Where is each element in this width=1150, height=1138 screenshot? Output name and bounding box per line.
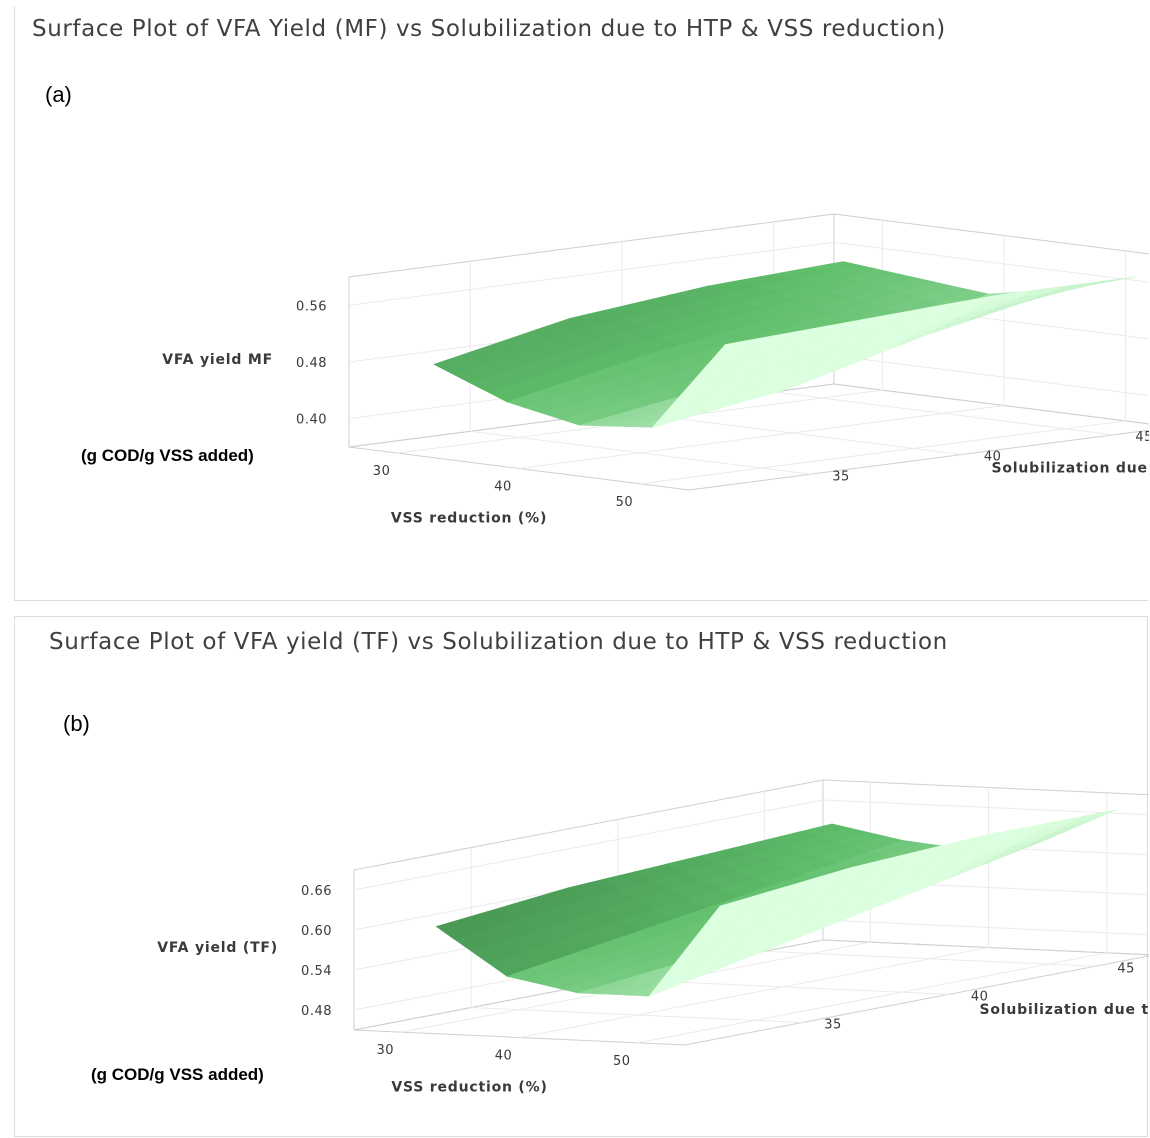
panel-label: (b) — [63, 711, 90, 736]
x-tick-label: 30 — [377, 1043, 395, 1058]
panel-label: (a) — [45, 82, 72, 107]
surface-plot-a: 30 40 50 35 40 45 0.40 0.48 0.56 VSS reduction (%… — [162, 213, 1150, 527]
z-tick-label: 0.66 — [301, 884, 332, 899]
chart-panel-a: Surface Plot of VFA Yield (MF) vs Solubi… — [14, 6, 1150, 601]
surface — [433, 261, 1135, 428]
grid-line — [518, 235, 1005, 469]
tick-labels: 30 40 50 35 40 45 0.48 0.54 0.60 0.66 — [301, 884, 1135, 1069]
z-axis-unit-note: (g COD/g VSS added) — [81, 446, 254, 465]
surface — [435, 809, 1116, 997]
grid-line — [637, 792, 1108, 1044]
x-tick-label: 50 — [616, 495, 634, 510]
x-tick-label: 40 — [494, 480, 512, 495]
grid-line — [470, 847, 803, 1023]
x-tick-label: 50 — [613, 1054, 631, 1069]
surface-patch — [701, 895, 754, 930]
z-tick-label: 0.60 — [301, 924, 332, 939]
grid-line — [469, 261, 811, 475]
y-tick-label: 40 — [984, 450, 1002, 465]
surface-patch — [706, 337, 761, 366]
y-tick-label: 45 — [1117, 961, 1135, 976]
grid-line — [348, 241, 1149, 306]
grid-line — [640, 250, 1126, 485]
surface-plot-b: 30 40 50 35 40 45 0.48 0.54 0.60 0.66 VSS reductio… — [157, 779, 1150, 1096]
chart-panel-b: Surface Plot of VFA yield (TF) vs Solubi… — [14, 616, 1150, 1137]
y-tick-label: 45 — [1135, 430, 1149, 445]
z-axis-label: VFA yield MF — [162, 352, 273, 368]
z-tick-label: 0.54 — [301, 964, 332, 979]
grid-line — [353, 799, 1149, 891]
y-tick-label: 40 — [971, 989, 989, 1004]
tick-labels: 30 40 50 35 40 45 0.40 0.48 0.56 — [296, 299, 1149, 510]
y-tick-label: 35 — [832, 469, 850, 484]
x-tick-label: 40 — [495, 1049, 513, 1064]
x-tick-label: 30 — [373, 464, 391, 479]
y-axis-label: Solubilization due to HTP (%) — [992, 461, 1150, 477]
z-axis-label: VFA yield (TF) — [157, 940, 278, 956]
y-axis-label: Solubilization due to HTP (%) — [980, 1002, 1150, 1018]
y-tick-label: 35 — [824, 1018, 842, 1033]
x-axis-label: VSS reduction (%) — [391, 511, 547, 527]
z-axis-unit-note: (g COD/g VSS added) — [91, 1065, 264, 1084]
z-tick-label: 0.40 — [296, 413, 327, 428]
chart-title: Surface Plot of VFA yield (TF) vs Solubi… — [49, 629, 948, 655]
chart-title: Surface Plot of VFA Yield (MF) vs Solubi… — [32, 16, 946, 42]
z-tick-label: 0.48 — [301, 1004, 332, 1019]
x-axis-label: VSS reduction (%) — [391, 1080, 547, 1096]
z-tick-label: 0.56 — [296, 299, 327, 314]
surface-patch — [1082, 276, 1135, 287]
z-tick-label: 0.48 — [296, 356, 327, 371]
